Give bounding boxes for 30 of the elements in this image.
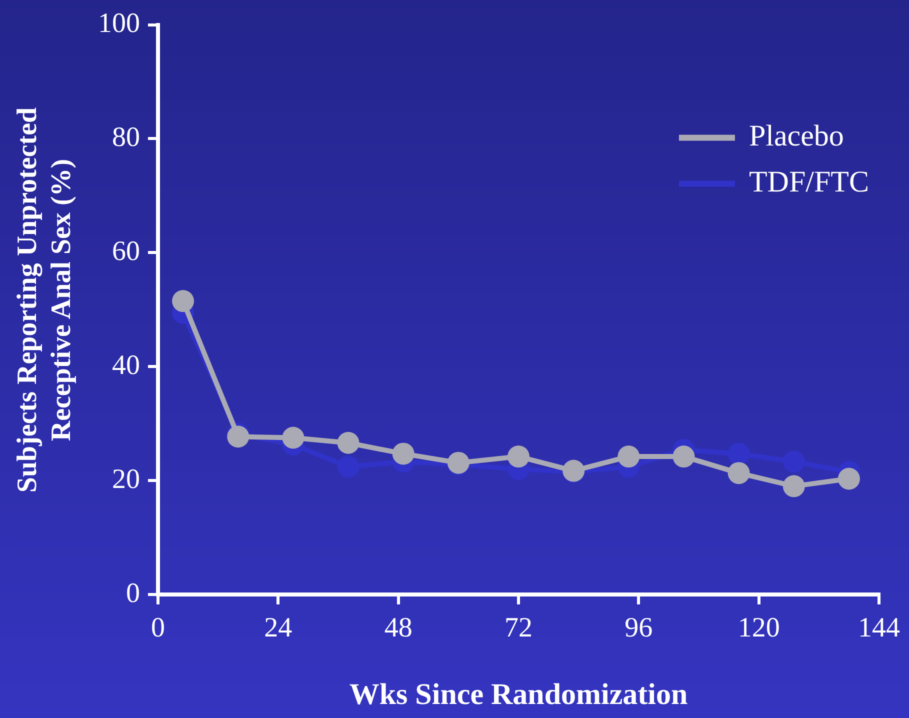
- point: [172, 290, 194, 312]
- point: [392, 442, 414, 465]
- y-tick-label: 80: [112, 122, 140, 154]
- y-tick-label: 40: [112, 350, 140, 381]
- legend-label: Placebo: [748, 120, 844, 153]
- point: [337, 456, 360, 478]
- point: [508, 446, 530, 468]
- x-tick-label: 72: [504, 612, 532, 644]
- point: [337, 432, 360, 454]
- point: [728, 462, 750, 484]
- point: [618, 446, 640, 468]
- point: [838, 468, 860, 490]
- point: [782, 475, 805, 498]
- x-tick-label: 0: [151, 612, 165, 644]
- y-tick-label: 100: [98, 8, 140, 40]
- point: [728, 442, 750, 465]
- point: [672, 446, 695, 468]
- x-tick-label: 144: [858, 612, 900, 644]
- point: [782, 450, 805, 473]
- x-tick-label: 120: [738, 612, 780, 644]
- legend-label: TDF/FTC: [748, 166, 869, 199]
- y-tick-label: 20: [112, 464, 140, 495]
- point: [282, 426, 304, 449]
- x-tick-label: 48: [384, 612, 412, 644]
- y-tick-label: 0: [126, 578, 140, 609]
- x-tick-label: 24: [264, 612, 292, 644]
- y-axis-title: Subjects Reporting Unprotected Receptive Anal Sex (%): [11, 106, 78, 495]
- x-tick-label: 96: [624, 612, 653, 644]
- x-axis-title: Wks Since Randomization: [349, 678, 688, 711]
- y-tick-label: 60: [112, 236, 140, 267]
